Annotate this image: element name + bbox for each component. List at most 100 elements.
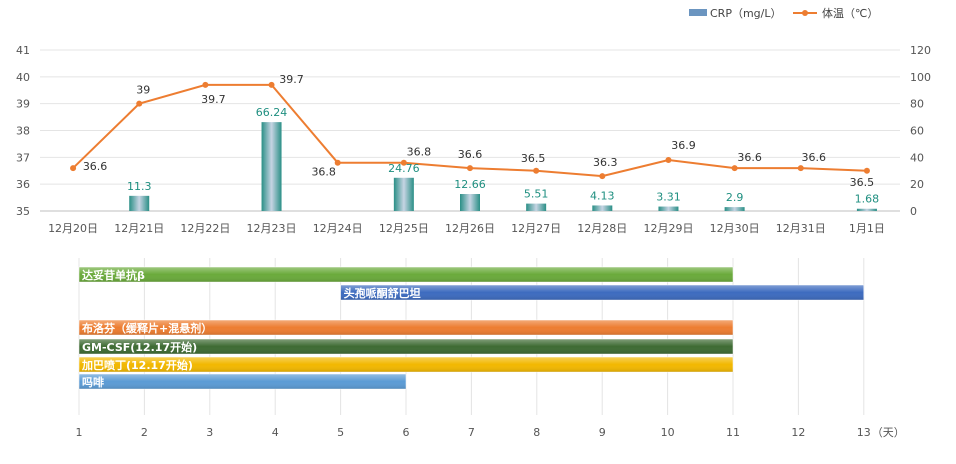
crp-data-label: 12.66 <box>454 178 486 191</box>
temperature-point <box>268 81 275 88</box>
crp-data-label: 3.31 <box>656 191 681 204</box>
temperature-data-label: 36.5 <box>850 176 875 189</box>
gantt-x-tick-label: 13 <box>857 426 871 439</box>
gantt-x-tick-label: 4 <box>272 426 279 439</box>
gantt-x-tick-label: 5 <box>337 426 344 439</box>
temperature-point <box>202 81 209 88</box>
temperature-data-label: 36.6 <box>83 160 108 173</box>
temperature-point <box>863 167 870 174</box>
temperature-data-label: 36.8 <box>407 146 432 159</box>
y-right-tick-label: 100 <box>910 71 931 84</box>
crp-data-label: 11.3 <box>127 180 152 193</box>
y-left-tick-label: 41 <box>16 44 30 57</box>
crp-bar <box>592 205 613 211</box>
temperature-point <box>599 173 606 180</box>
x-tick-label: 12月29日 <box>643 222 693 235</box>
crp-bar <box>460 194 480 211</box>
legend-temp-label: 体温（℃） <box>822 6 878 20</box>
gantt-bar-shine <box>79 339 733 354</box>
x-tick-label: 12月26日 <box>445 222 495 235</box>
gantt-bar-shine <box>79 267 733 282</box>
temperature-data-label: 36.6 <box>458 148 483 161</box>
gantt-bar-label: 头孢哌酮舒巴坦 <box>344 286 421 300</box>
gantt-bar-label: 吗啡 <box>82 375 104 389</box>
x-tick-label: 12月24日 <box>313 222 363 235</box>
gantt-x-tick-label: 8 <box>533 426 540 439</box>
gantt-bar-shine <box>79 357 733 372</box>
crp-data-label: 4.13 <box>590 189 615 202</box>
y-right-tick-label: 60 <box>910 125 924 138</box>
x-tick-label: 12月28日 <box>577 222 627 235</box>
gantt-bar-label: 布洛芬（缓释片+混悬剂） <box>82 321 212 335</box>
y-left-tick-label: 38 <box>16 125 30 138</box>
temperature-point <box>136 100 143 107</box>
y-right-tick-label: 0 <box>910 205 917 218</box>
legend: CRP（mg/L） 体温（℃） <box>689 6 878 20</box>
gantt-bar-shine <box>79 374 406 389</box>
temperature-data-label: 39 <box>136 84 150 97</box>
gantt-x-unit: （天） <box>872 426 905 439</box>
y-right-tick-label: 80 <box>910 98 924 111</box>
gantt-x-tick-label: 3 <box>206 426 213 439</box>
crp-data-label: 24.76 <box>388 162 420 175</box>
y-right-tick-label: 40 <box>910 151 924 164</box>
gantt-x-tick-label: 9 <box>599 426 606 439</box>
data-labels: 11.3 66.24 24.76 12.66 5.51 4.13 3.31 2.9 1.68 36… <box>83 73 879 206</box>
gantt-bar-label: 达妥苷单抗β <box>82 268 145 282</box>
crp-data-label: 2.9 <box>726 191 744 204</box>
gantt-bar-shine <box>340 285 864 300</box>
crp-bar <box>724 207 745 211</box>
crp-bar <box>526 203 547 211</box>
gantt-bar-shine <box>79 320 733 335</box>
legend-crp-label: CRP（mg/L） <box>710 7 782 20</box>
y-right-tick-label: 120 <box>910 44 931 57</box>
temperature-point <box>665 157 672 164</box>
gantt-x-tick-label: 11 <box>726 426 740 439</box>
crp-bar <box>658 206 679 211</box>
legend-temp-marker <box>802 10 808 16</box>
gantt-x-tick-label: 6 <box>403 426 410 439</box>
y-left-tick-label: 35 <box>16 205 30 218</box>
x-tick-label: 12月21日 <box>114 222 164 235</box>
y-left-tick-label: 37 <box>16 151 30 164</box>
gantt-x-tick-label: 1 <box>76 426 83 439</box>
temperature-data-label: 36.6 <box>737 151 762 164</box>
temperature-data-label: 36.3 <box>593 156 618 169</box>
temperature-data-label: 36.9 <box>671 139 696 152</box>
temperature-point <box>334 159 341 166</box>
temperature-point <box>400 159 407 166</box>
temperature-data-label: 36.6 <box>802 151 827 164</box>
temperature-point <box>797 165 804 172</box>
temperature-point <box>467 165 473 172</box>
y-right-tick-label: 20 <box>910 178 924 191</box>
temperature-point <box>533 167 540 174</box>
y-left-tick-label: 36 <box>16 178 30 191</box>
crp-bar <box>261 122 282 211</box>
crp-bar <box>393 177 414 211</box>
top-chart-axes: 41 40 39 38 37 36 35 120 100 80 60 40 20 0 12月20日 12月21… <box>16 44 931 235</box>
x-tick-label: 12月31日 <box>776 222 826 235</box>
crp-data-label: 5.51 <box>524 188 549 201</box>
gantt-axis: 1 2 3 4 5 6 7 8 9 10 11 12 13 （天） <box>76 426 905 439</box>
x-tick-label: 12月30日 <box>710 222 760 235</box>
x-tick-label: 12月20日 <box>48 222 98 235</box>
gantt-x-tick-label: 10 <box>661 426 675 439</box>
x-tick-label: 12月25日 <box>379 222 429 235</box>
x-tick-label: 12月22日 <box>180 222 230 235</box>
gantt-bar-label: GM-CSF(12.17开始) <box>82 340 197 354</box>
temperature-data-label: 36.8 <box>311 166 336 179</box>
gantt-x-tick-label: 2 <box>141 426 148 439</box>
y-left-tick-label: 40 <box>16 71 30 84</box>
y-left-tick-label: 39 <box>16 98 30 111</box>
temperature-data-label: 39.7 <box>201 93 226 106</box>
crp-bars <box>129 122 877 211</box>
legend-crp-swatch <box>689 9 707 16</box>
crp-data-label: 66.24 <box>256 106 288 119</box>
temperature-point <box>731 165 738 172</box>
gantt-bar-label: 加巴喷丁(12.17开始) <box>81 358 193 372</box>
crp-bar <box>856 208 877 211</box>
temperature-line <box>70 81 870 180</box>
x-tick-label: 12月27日 <box>511 222 561 235</box>
